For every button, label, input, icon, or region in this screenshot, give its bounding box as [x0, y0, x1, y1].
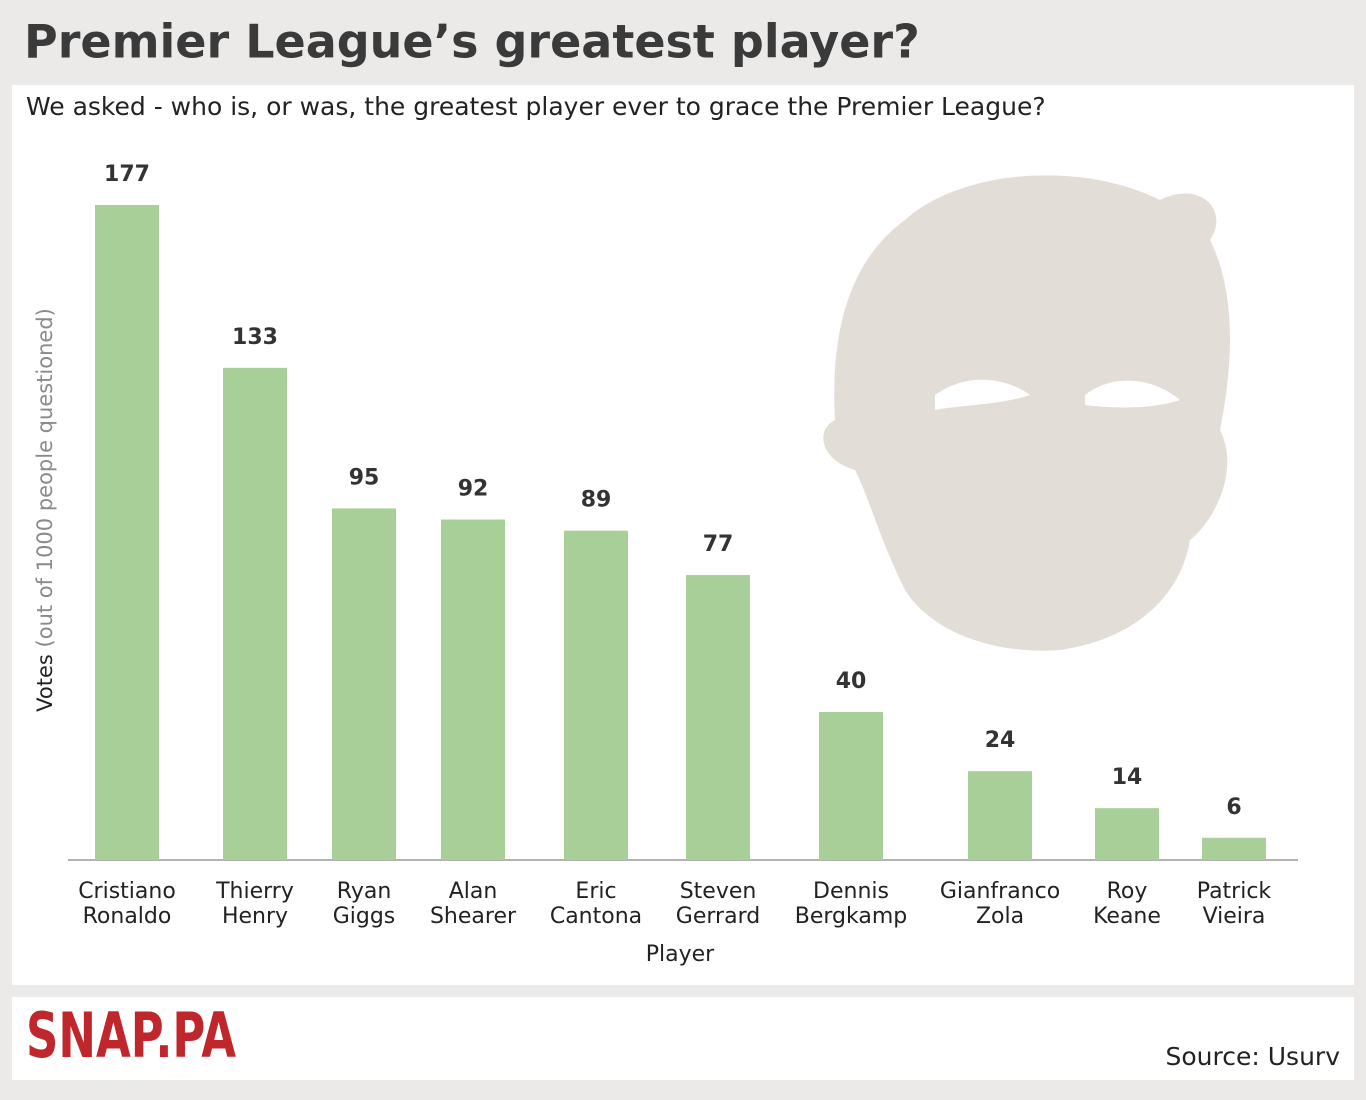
chart-title: Premier League’s greatest player? — [24, 15, 920, 69]
bar — [564, 530, 628, 860]
bar — [332, 508, 396, 860]
x-tick-label: Gianfranco Zola — [940, 879, 1060, 929]
value-label: 177 — [104, 162, 150, 187]
value-label: 77 — [703, 532, 734, 557]
face-illustration — [823, 175, 1230, 651]
bar — [819, 711, 883, 860]
value-label: 92 — [458, 477, 489, 502]
bar — [686, 575, 750, 860]
value-label: 95 — [349, 465, 380, 490]
value-label: 89 — [581, 488, 612, 513]
y-axis-title: Votes (out of 1000 people questioned) — [33, 308, 57, 712]
y-axis-label: Votes — [33, 654, 57, 712]
logo: SNAP.PA — [26, 999, 236, 1072]
bar — [95, 205, 159, 860]
x-tick-label: Roy Keane — [1093, 879, 1161, 929]
x-tick-label: Dennis Bergkamp — [795, 879, 907, 929]
source: Source: Usurv — [1166, 1042, 1341, 1071]
x-tick-label: Steven Gerrard — [676, 879, 760, 929]
footer-panel — [12, 997, 1354, 1080]
x-tick-label: Ryan Giggs — [333, 879, 396, 929]
x-tick-label: Patrick Vieira — [1197, 879, 1272, 929]
x-tick-label: Thierry Henry — [215, 879, 294, 929]
bar — [968, 771, 1032, 860]
value-label: 40 — [836, 669, 867, 694]
face-details — [935, 379, 1180, 410]
bar — [223, 367, 287, 860]
value-label: 24 — [985, 728, 1016, 753]
x-axis-title: Player — [646, 942, 715, 967]
y-axis-note: (out of 1000 people questioned) — [33, 308, 57, 647]
bar — [1095, 808, 1159, 860]
x-tick-label: Cristiano Ronaldo — [78, 879, 176, 929]
value-label: 14 — [1112, 765, 1143, 790]
chart-subtitle: We asked - who is, or was, the greatest … — [26, 92, 1046, 121]
value-label: 6 — [1226, 795, 1241, 820]
value-label: 133 — [232, 325, 278, 350]
x-tick-label: Eric Cantona — [550, 879, 642, 929]
bar — [1202, 837, 1266, 860]
bar — [441, 519, 505, 860]
x-tick-label: Alan Shearer — [430, 879, 517, 929]
